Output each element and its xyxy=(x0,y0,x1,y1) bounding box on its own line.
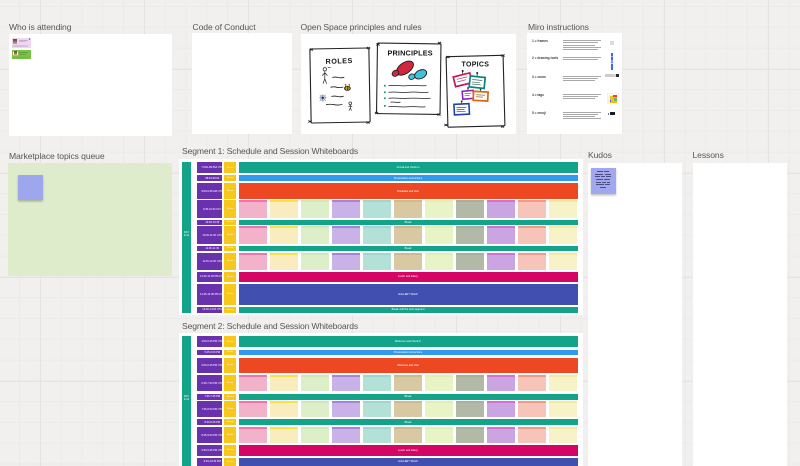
svg-text:PRINCIPLES: PRINCIPLES xyxy=(388,48,433,57)
svg-text:ROLES: ROLES xyxy=(325,55,353,65)
svg-text:TOPICS: TOPICS xyxy=(462,61,490,68)
